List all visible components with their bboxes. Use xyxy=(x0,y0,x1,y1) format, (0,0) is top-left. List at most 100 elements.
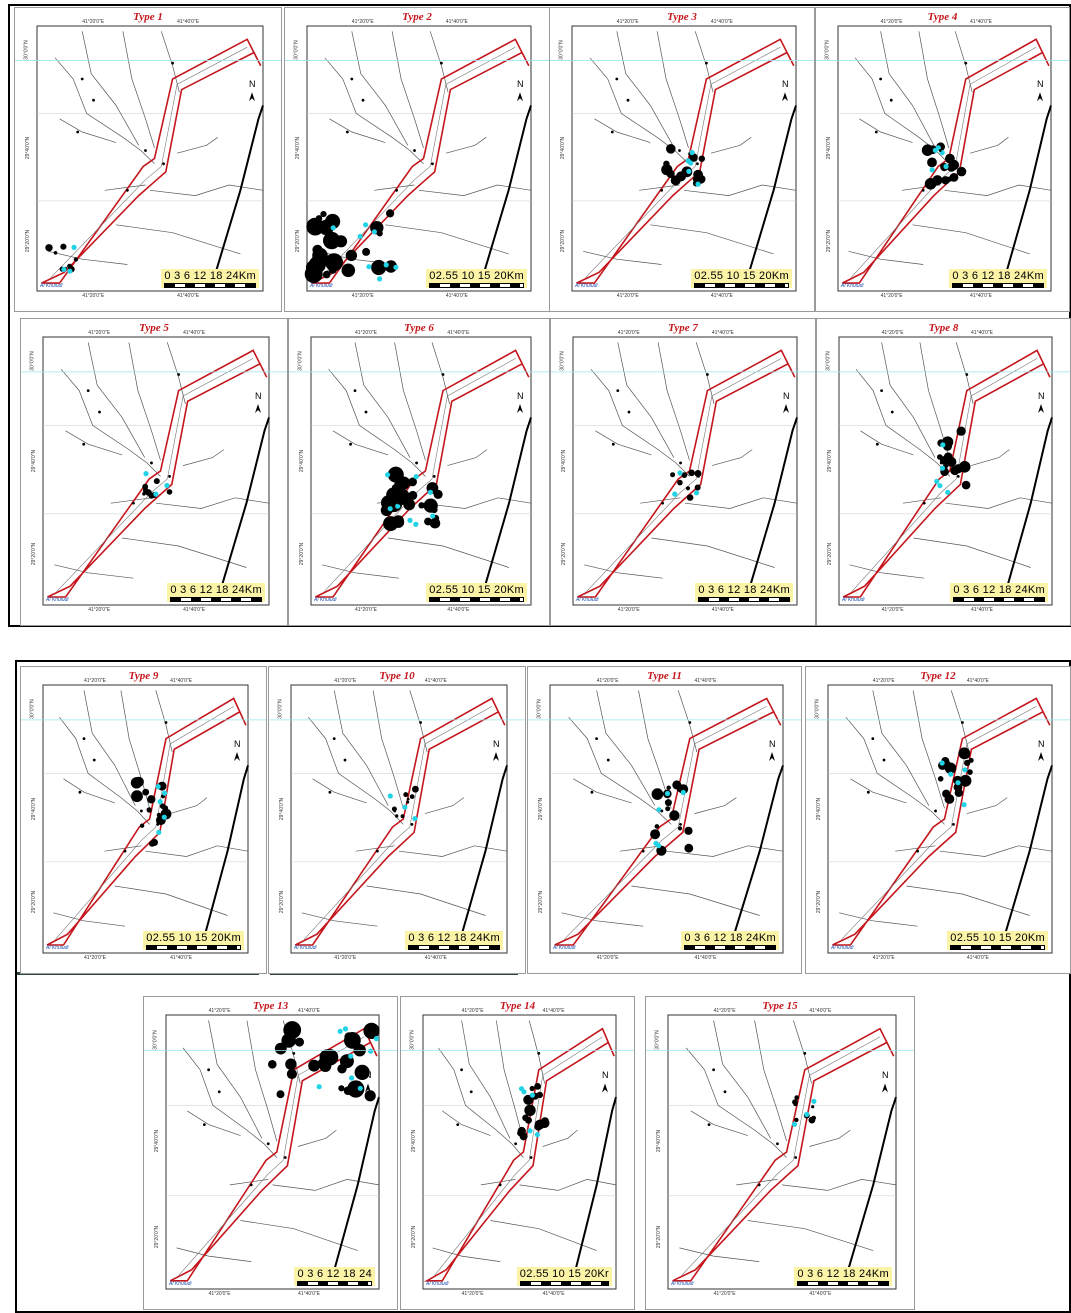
scale-bar-graphic xyxy=(297,1281,372,1286)
town-marker xyxy=(688,721,692,724)
sample-point xyxy=(693,490,700,496)
scale-bar-graphic xyxy=(797,1281,889,1286)
classified-area xyxy=(811,1115,816,1121)
classified-area xyxy=(669,810,680,821)
north-arrow-label: N xyxy=(234,738,241,749)
longitude-label-bottom: 41°20'0"E xyxy=(334,955,357,961)
map-panel: Type 8 41°20'0"E 41°40'0"E 41°20'0"E 41°40'0… xyxy=(816,318,1071,626)
wadi-stream xyxy=(122,31,155,149)
wadi-stream xyxy=(110,497,152,504)
main-channel xyxy=(563,706,767,940)
town-marker xyxy=(660,188,663,192)
longitude-label-top: 41°40'0"E xyxy=(711,330,734,336)
classified-area xyxy=(525,1116,532,1124)
sample-point xyxy=(427,489,433,495)
classified-area xyxy=(166,489,173,495)
wadi-stream xyxy=(781,1179,897,1191)
latitude-label: 29°20'0"N xyxy=(656,1226,663,1249)
town-marker xyxy=(627,410,631,414)
wadi-stream xyxy=(418,184,532,196)
sample-point xyxy=(430,513,436,519)
wadi-stream xyxy=(711,449,753,466)
classified-area xyxy=(363,1022,380,1039)
sample-point xyxy=(527,1128,533,1134)
north-arrow-label: N xyxy=(249,79,256,89)
classified-area xyxy=(968,757,974,763)
town-marker xyxy=(498,1183,502,1187)
scale-bar-unit: Km xyxy=(506,270,524,282)
sample-point xyxy=(929,167,935,173)
longitude-label-bottom: 41°20'0"E xyxy=(351,293,374,299)
wadi-stream xyxy=(902,497,942,504)
sample-point xyxy=(385,472,391,478)
scale-bar-unit: Km xyxy=(772,584,790,596)
wadi-stream xyxy=(854,57,950,165)
town-marker xyxy=(249,1183,253,1187)
map-neatline xyxy=(310,336,532,606)
scale-bar-labels: 02.55 10 15 20 xyxy=(950,932,1028,944)
map-canvas xyxy=(646,1014,914,1290)
wadi-stream xyxy=(308,716,404,825)
place-label-al-khuludi: Al Khuludi xyxy=(575,283,598,289)
classified-area xyxy=(283,1021,302,1039)
study-area-boundary xyxy=(315,349,530,598)
town-marker xyxy=(266,1142,270,1146)
scale-bar-labels: 02.55 10 15 20 xyxy=(146,932,224,944)
latitude-label: 29°20'0"N xyxy=(31,891,38,914)
classified-area xyxy=(517,1126,526,1136)
town-marker xyxy=(140,809,143,813)
classified-area xyxy=(142,788,150,796)
classified-area xyxy=(677,785,682,790)
town-marker xyxy=(432,474,436,478)
town-marker xyxy=(921,188,925,192)
latitude-label: 29°40'0"N xyxy=(299,449,306,472)
north-arrow-label: N xyxy=(493,738,500,749)
longitude-label-top: 41°40'0"E xyxy=(971,330,994,336)
wadi-stream xyxy=(166,342,186,405)
road-line xyxy=(1003,105,1052,281)
latitude-label: 30°0'0"N xyxy=(293,40,300,60)
figure-frame-bottom xyxy=(15,660,1071,1313)
classified-area xyxy=(950,465,960,476)
longitude-label-top: 41°20'0"E xyxy=(351,19,374,25)
classified-area xyxy=(286,1068,297,1080)
main-channel xyxy=(586,358,782,592)
classified-area xyxy=(60,243,67,250)
wadi-stream xyxy=(438,1047,524,1158)
study-area-boundary xyxy=(554,697,782,946)
wadi-stream xyxy=(944,184,1052,196)
wadi-stream xyxy=(301,912,378,927)
classified-area xyxy=(688,469,695,477)
classified-area xyxy=(927,157,937,168)
sample-point xyxy=(143,471,149,477)
classified-area xyxy=(392,516,405,528)
latitude-label: 29°20'0"N xyxy=(295,229,302,253)
place-label-al-khuludi: Al Khuludi xyxy=(40,283,63,289)
latitude-label: 29°20'0"N xyxy=(826,229,833,253)
sample-point xyxy=(395,503,401,509)
latitude-label: 30°0'0"N xyxy=(23,40,30,60)
wadi-stream xyxy=(596,690,656,806)
sample-point xyxy=(943,163,949,170)
study-area-boundary xyxy=(832,697,1051,946)
classified-area xyxy=(285,1058,297,1070)
classified-area xyxy=(418,502,425,509)
classified-area xyxy=(304,265,323,283)
study-area-boundary xyxy=(41,38,262,284)
wadi-stream xyxy=(81,31,140,146)
classified-area xyxy=(943,760,951,768)
town-marker xyxy=(177,373,181,376)
scale-bar: 0 3 6 12 18 24Km xyxy=(681,931,779,950)
latitude-label: 29°40'0"N xyxy=(538,797,545,820)
sample-point xyxy=(383,262,389,268)
classified-area xyxy=(967,769,973,775)
north-arrow-icon xyxy=(249,92,255,102)
town-marker xyxy=(882,758,886,762)
road-line xyxy=(1001,765,1053,943)
place-label-al-khuludi: Al Khuludi xyxy=(842,597,865,603)
town-marker xyxy=(610,130,614,134)
town-marker xyxy=(132,501,135,505)
classified-area xyxy=(793,1102,798,1107)
classified-area xyxy=(654,824,660,829)
wadi-stream xyxy=(63,778,115,804)
